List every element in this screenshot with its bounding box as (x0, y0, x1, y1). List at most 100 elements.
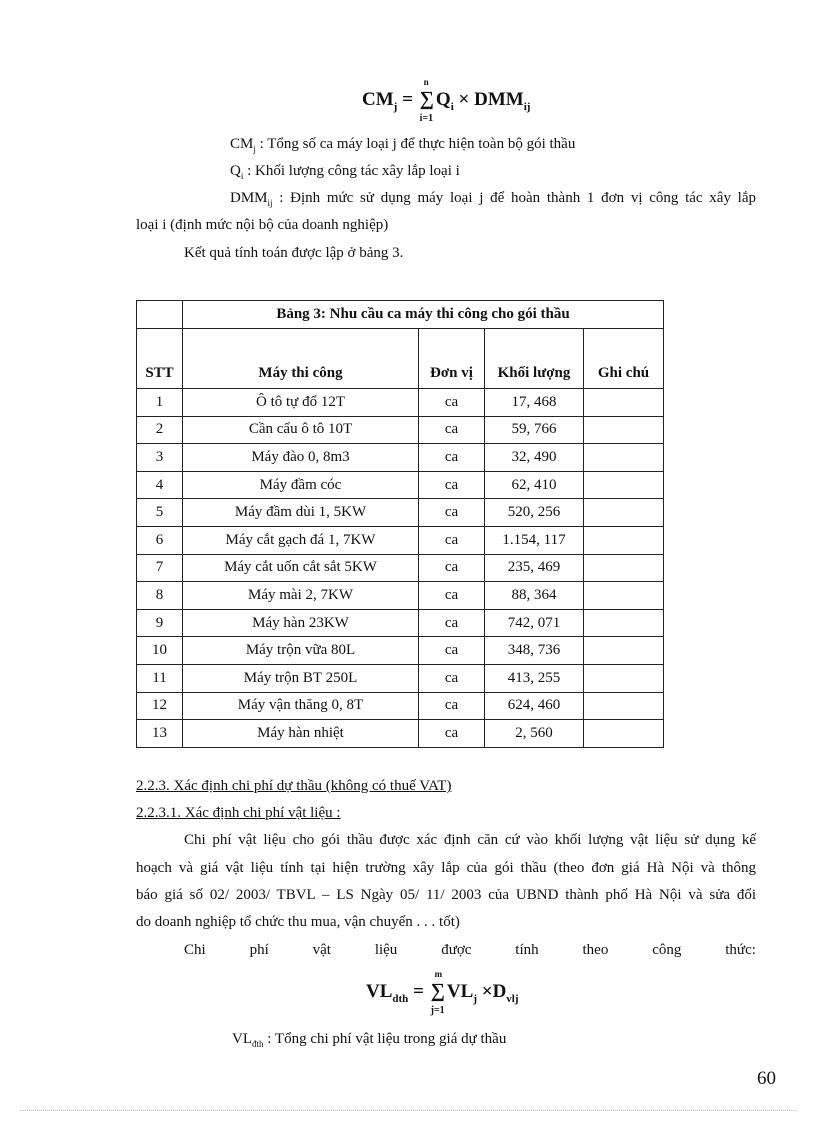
table-row: 11 Máy trộn BT 250L ca 413, 255 (136, 663, 664, 693)
row-unit: ca (418, 388, 485, 417)
definition-q: Qi : Khối lượng công tác xây lắp loại i (230, 163, 460, 181)
table-row: 6 Máy cắt gạch đá 1, 7KW ca 1.154, 117 (136, 525, 664, 555)
row-stt: 10 (136, 636, 183, 665)
row-machine: Máy cắt gạch đá 1, 7KW (182, 525, 419, 555)
row-machine: Cần cẩu ô tô 10T (182, 415, 419, 445)
row-unit: ca (418, 719, 485, 748)
row-stt: 13 (136, 719, 183, 748)
word: vật (312, 942, 331, 958)
row-machine: Ô tô tự đổ 12T (182, 388, 419, 417)
row-note (583, 470, 664, 500)
row-unit: ca (418, 636, 485, 665)
word: theo (582, 942, 609, 958)
row-quantity: 235, 469 (484, 553, 584, 583)
header-stt: STT (136, 328, 183, 389)
row-quantity: 2, 560 (484, 719, 584, 748)
table-title-row: Bảng 3: Nhu cầu ca máy thi công cho gói … (136, 300, 664, 329)
row-machine: Máy mài 2, 7KW (182, 581, 419, 610)
table-title: Bảng 3: Nhu cầu ca máy thi công cho gói … (182, 300, 664, 329)
row-stt: 6 (136, 525, 183, 555)
row-machine: Máy hàn 23KW (182, 608, 419, 638)
row-machine: Máy trộn vữa 80L (182, 636, 419, 665)
row-machine: Máy hàn nhiệt (182, 719, 419, 748)
row-machine: Máy trộn BT 250L (182, 663, 419, 693)
row-quantity: 17, 468 (484, 388, 584, 417)
row-quantity: 742, 071 (484, 608, 584, 638)
row-quantity: 59, 766 (484, 415, 584, 445)
row-unit: ca (418, 415, 485, 445)
table-row: 9 Máy hàn 23KW ca 742, 071 (136, 608, 664, 638)
row-machine: Máy cắt uốn cắt sắt 5KW (182, 553, 419, 583)
section-heading: 2.2.3. Xác định chi phí dự thầu (không c… (136, 778, 452, 794)
row-quantity: 348, 736 (484, 636, 584, 665)
row-stt: 8 (136, 581, 183, 610)
row-unit: ca (418, 525, 485, 555)
paragraph-line: hoạch và giá vật liệu tính tại hiện trườ… (136, 860, 756, 876)
table-row: 13 Máy hàn nhiệt ca 2, 560 (136, 719, 664, 748)
row-note (583, 498, 664, 527)
row-unit: ca (418, 608, 485, 638)
word: Chi (184, 942, 206, 958)
row-unit: ca (418, 581, 485, 610)
word: được (441, 942, 472, 958)
row-note (583, 608, 664, 638)
row-quantity: 1.154, 117 (484, 525, 584, 555)
table-row: 7 Máy cắt uốn cắt sắt 5KW ca 235, 469 (136, 553, 664, 583)
definition-vl: VLđth : Tổng chi phí vật liệu trong giá … (232, 1031, 507, 1049)
word: liệu (374, 942, 398, 958)
row-stt: 5 (136, 498, 183, 527)
row-stt: 11 (136, 663, 183, 693)
row-quantity: 520, 256 (484, 498, 584, 527)
header-quantity: Khối lượng (484, 328, 584, 389)
table-row: 10 Máy trộn vữa 80L ca 348, 736 (136, 636, 664, 665)
row-machine: Máy vận thăng 0, 8T (182, 691, 419, 721)
formula-intro: Chi phí vật liệu được tính theo công thức: (184, 942, 756, 959)
word: công (652, 942, 682, 958)
paragraph-line: báo giá số 02/ 2003/ TBVL – LS Ngày 05/ … (136, 887, 756, 903)
row-machine: Máy đầm cóc (182, 470, 419, 500)
footer-divider (20, 1110, 796, 1111)
table-row: 12 Máy vận thăng 0, 8T ca 624, 460 (136, 691, 664, 721)
row-quantity: 413, 255 (484, 663, 584, 693)
table-row: 4 Máy đầm cóc ca 62, 410 (136, 470, 664, 500)
row-quantity: 88, 364 (484, 581, 584, 610)
row-quantity: 624, 460 (484, 691, 584, 721)
subsection-heading: 2.2.3.1. Xác định chi phí vật liệu : (136, 805, 341, 821)
row-unit: ca (418, 498, 485, 527)
row-note (583, 691, 664, 721)
row-quantity: 32, 490 (484, 443, 584, 472)
row-stt: 7 (136, 553, 183, 583)
row-note (583, 581, 664, 610)
table-row: 2 Cần cẩu ô tô 10T ca 59, 766 (136, 415, 664, 445)
row-unit: ca (418, 691, 485, 721)
row-note (583, 443, 664, 472)
row-note (583, 525, 664, 555)
row-machine: Máy đào 0, 8m3 (182, 443, 419, 472)
word: phí (249, 942, 269, 958)
paragraph-line: do doanh nghiệp tổ chức thu mua, vận chu… (136, 914, 460, 930)
table-row: 8 Máy mài 2, 7KW ca 88, 364 (136, 581, 664, 610)
row-unit: ca (418, 663, 485, 693)
row-stt: 4 (136, 470, 183, 500)
word: tính (515, 942, 539, 958)
definition-dmm: DMMij : Định mức sử dụng máy loại j để h… (230, 190, 756, 208)
definition-cm: CMj : Tổng số ca máy loại j để thực hiện… (230, 136, 576, 154)
row-unit: ca (418, 553, 485, 583)
formula-vl: VLdth = ∑ m j=1 VLj ×Dvlj (366, 969, 519, 1016)
row-note (583, 415, 664, 445)
result-line: Kết quả tính toán được lập ở bảng 3. (184, 245, 404, 261)
row-quantity: 62, 410 (484, 470, 584, 500)
table-header-row: STT Máy thi công Đơn vị Khối lượng Ghi c… (136, 328, 664, 389)
row-unit: ca (418, 443, 485, 472)
row-stt: 9 (136, 608, 183, 638)
row-note (583, 553, 664, 583)
row-note (583, 663, 664, 693)
word: thức: (725, 942, 756, 958)
paragraph-line: Chi phí vật liệu cho gói thầu được xác đ… (184, 832, 756, 848)
header-machine: Máy thi công (182, 328, 419, 389)
row-unit: ca (418, 470, 485, 500)
row-stt: 1 (136, 388, 183, 417)
row-note (583, 719, 664, 748)
